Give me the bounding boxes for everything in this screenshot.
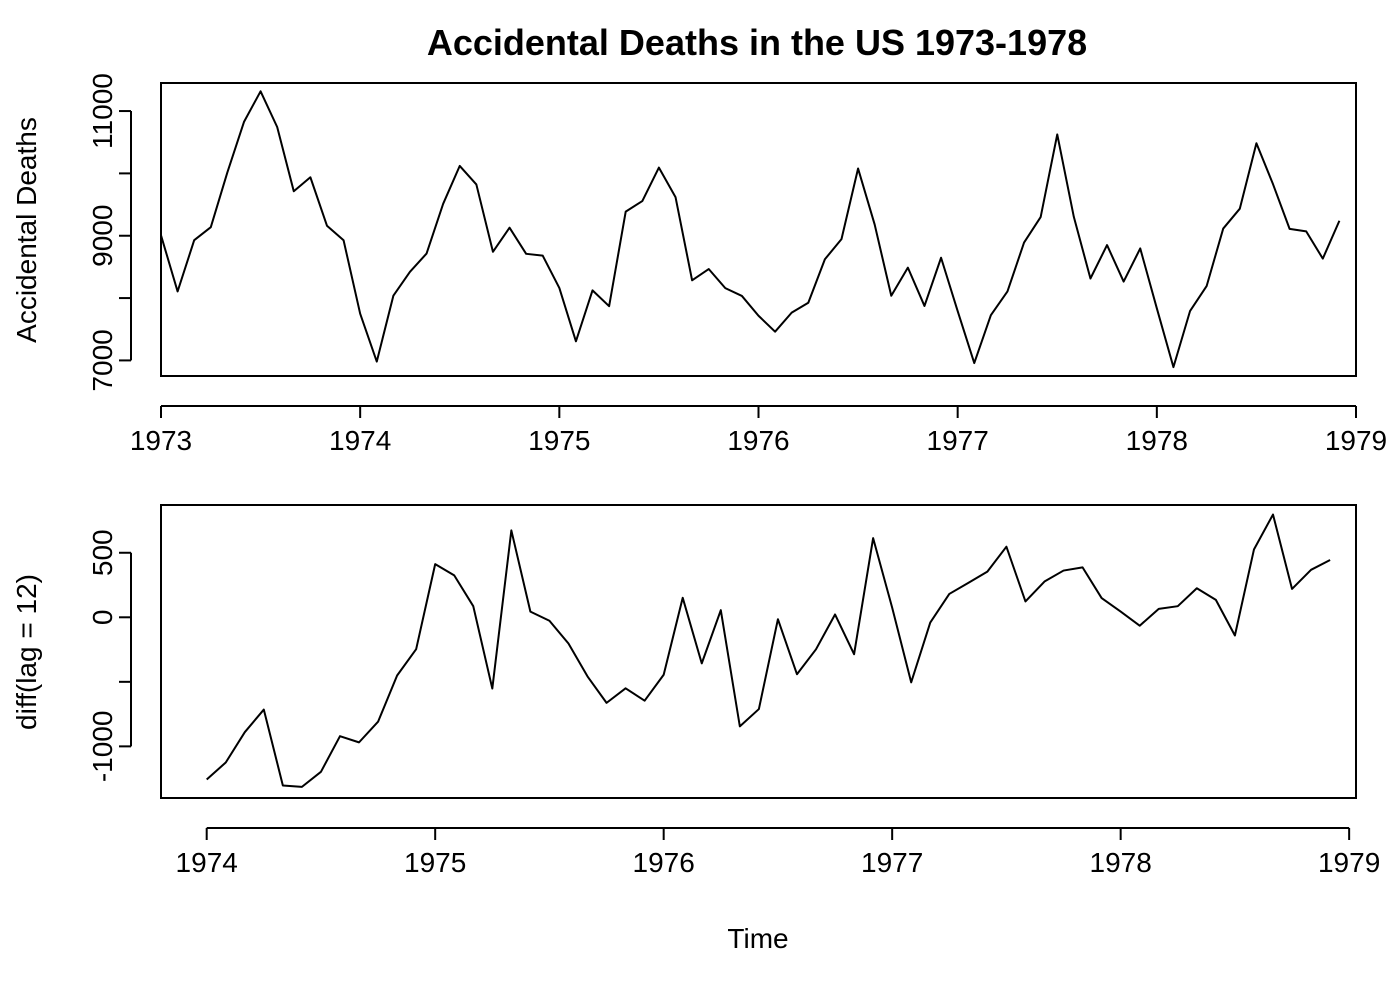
x-tick-label: 1974 xyxy=(176,847,238,878)
x-tick-label: 1976 xyxy=(633,847,695,878)
axes-bottom: 1974 1975 1976 1977 1978 1979 -1000 0 500 xyxy=(87,529,1380,878)
plot-frame-bottom xyxy=(160,504,1357,799)
ylabel-top: Accidental Deaths xyxy=(11,117,42,343)
x-tick-label: 1975 xyxy=(404,847,466,878)
y-tick-label: 500 xyxy=(87,529,118,576)
y-tick-label: 11000 xyxy=(87,73,118,149)
x-tick-label: 1976 xyxy=(727,425,789,456)
x-tick-label: 1977 xyxy=(861,847,923,878)
series-line-accidental-deaths xyxy=(160,90,1341,369)
x-tick-label: 1979 xyxy=(1318,847,1380,878)
chart-title: Accidental Deaths in the US 1973-1978 xyxy=(427,22,1087,63)
y-tick-label: 7000 xyxy=(87,329,118,391)
panel-diff: 1974 1975 1976 1977 1978 1979 -1000 0 500 diff(l… xyxy=(11,504,1380,878)
y-tick-label: 9000 xyxy=(87,205,118,267)
y-tick-label: -1000 xyxy=(87,711,118,783)
x-tick-label: 1978 xyxy=(1126,425,1188,456)
x-tick-label: 1978 xyxy=(1090,847,1152,878)
x-tick-label: 1975 xyxy=(528,425,590,456)
axes-top: 1973 1974 1975 1976 1977 1978 1979 7000 9000 1100… xyxy=(87,73,1387,456)
series-line-diff xyxy=(206,513,1331,788)
ylabel-bottom: diff(lag = 12) xyxy=(11,574,42,730)
x-tick-label: 1974 xyxy=(329,425,391,456)
x-tick-label: 1979 xyxy=(1325,425,1387,456)
y-tick-label: 0 xyxy=(87,610,118,626)
xlabel-time: Time xyxy=(727,923,788,954)
plot-frame-top xyxy=(160,82,1357,377)
x-tick-label: 1977 xyxy=(927,425,989,456)
panel-accidental-deaths: 1973 1974 1975 1976 1977 1978 1979 7000 9000 1100… xyxy=(11,73,1387,456)
x-tick-label: 1973 xyxy=(130,425,192,456)
